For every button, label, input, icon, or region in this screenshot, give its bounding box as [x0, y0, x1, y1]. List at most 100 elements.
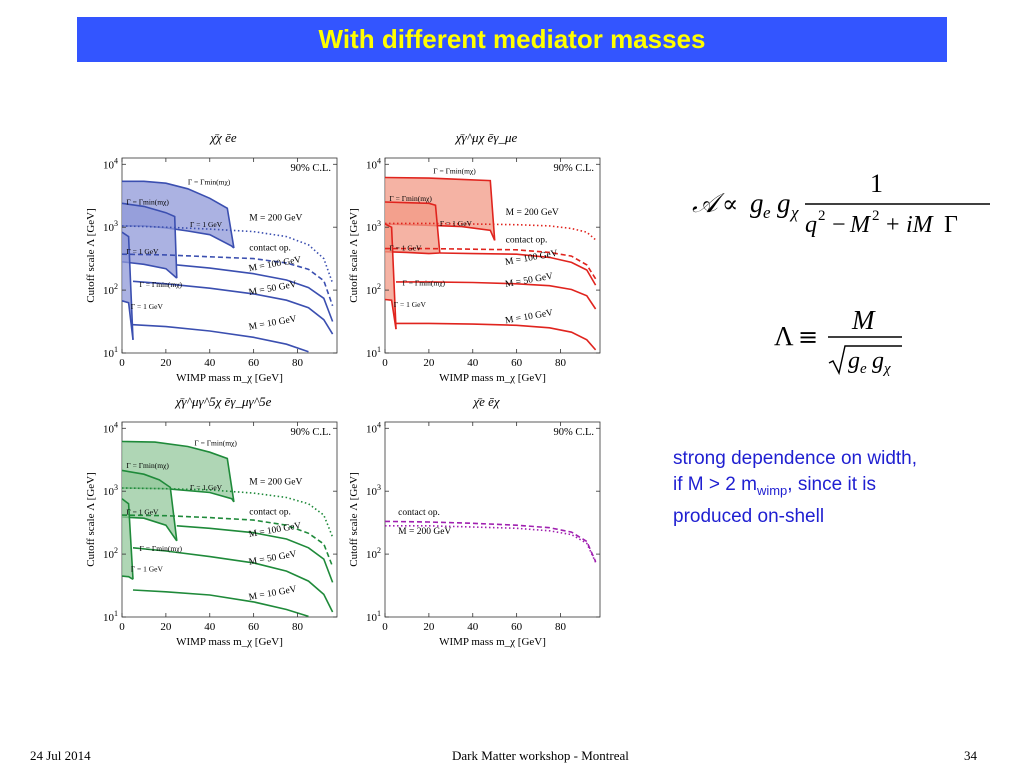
series-line-m-200-gev: [385, 525, 597, 563]
series-line-m-200-gev: [121, 487, 334, 538]
chart-svg: χ̄e ēχ 0 20 40 60 80 101 102 103 104 WIMP mass m_χ…: [348, 394, 601, 648]
x-tick-label: 80: [292, 621, 304, 633]
annotation-label: Γ = 1 GeV: [126, 247, 159, 256]
y-tick-exponent: 2: [377, 282, 381, 291]
y-axis-label: Cutoff scale Λ [GeV]: [85, 472, 97, 567]
series-line-contact-op-: [121, 253, 334, 307]
chart-svg: χ̄γ^μχ ēγ_μe 0 20 40 60 80 101 102 103 104 WIMP ma…: [348, 130, 601, 384]
annotation-label: Γ = 1 GeV: [440, 219, 473, 228]
cl-label: 90% C.L.: [553, 427, 594, 438]
svg-text:g: g: [777, 188, 791, 218]
svg-text:∝: ∝: [722, 190, 738, 218]
chart-axial-vector-operator: χ̄γ^μγ^5χ ēγ_μγ^5e 0 20 40 60 80 101 102 103 104 W…: [82, 390, 344, 655]
band-upper-edge: [121, 498, 134, 580]
x-tick-label: 80: [292, 357, 304, 369]
annotation-label: contact op.: [506, 235, 548, 245]
x-tick-label: 60: [248, 621, 260, 633]
x-tick-label: 0: [382, 357, 388, 369]
x-tick-label: 80: [555, 357, 567, 369]
annotation-label: contact op.: [249, 507, 291, 517]
series-line-m-50-gev: [396, 281, 597, 310]
width-band: [385, 224, 396, 330]
series-line-contact-op-: [121, 514, 334, 567]
x-tick-label: 20: [423, 621, 435, 633]
annotation-label: contact op.: [249, 243, 291, 253]
chart-title: χ̄χ ēe: [208, 130, 236, 145]
annotation-label: Γ = 1 GeV: [394, 300, 427, 309]
width-band: [122, 203, 177, 279]
y-tick-label: 103: [103, 219, 118, 234]
chart-svg: χ̄χ ēe 0 20 40 60 80 101 102 103 104 WIMP mass m_χ…: [85, 130, 338, 384]
chart-title: χ̄γ^μχ ēγ_μe: [454, 130, 518, 145]
x-tick-label: 80: [555, 621, 567, 633]
svg-text:−: −: [832, 212, 846, 238]
band-lower-edge: [121, 575, 134, 580]
band-upper-edge: [121, 469, 178, 541]
x-tick-label: 60: [248, 357, 260, 369]
y-tick-exponent: 2: [377, 546, 381, 555]
note-line-2-sub: wimp: [756, 482, 788, 498]
annotation-label: Γ = 1 GeV: [190, 483, 223, 492]
x-tick-label: 0: [382, 621, 388, 633]
band-upper-edge: [384, 223, 397, 330]
note-line-2-post: , since it is: [787, 474, 876, 495]
annotation-label: Γ = 1 GeV: [389, 243, 422, 252]
annotation-label: Γ = 1 GeV: [126, 507, 159, 516]
y-tick-label: 102: [103, 282, 118, 297]
series-line-m-50-gev: [132, 280, 334, 335]
x-tick-label: 0: [119, 357, 125, 369]
svg-text:2: 2: [818, 208, 826, 224]
note-line-2-pre: if M > 2 m: [673, 474, 757, 495]
y-tick-exponent: 2: [114, 546, 118, 555]
svg-text:e: e: [860, 361, 867, 377]
series-line-m-100-gev: [176, 525, 334, 583]
band-upper-edge: [122, 180, 235, 249]
x-tick-label: 40: [467, 357, 479, 369]
svg-text:q: q: [805, 212, 817, 238]
annotation-label: Γ = 1 GeV: [131, 565, 164, 574]
y-tick-label: 104: [103, 420, 118, 435]
svg-text:iM: iM: [906, 212, 935, 238]
y-tick-exponent: 4: [114, 156, 118, 165]
y-tick-label: 102: [366, 546, 381, 561]
band-lower-edge: [384, 298, 397, 330]
band-lower-edge: [121, 516, 178, 542]
annotation-label: M = 200 GeV: [249, 213, 302, 223]
series-line-contact-op-: [384, 520, 597, 562]
svg-text:g: g: [750, 188, 764, 218]
y-tick-label: 101: [103, 345, 118, 360]
annotation-label: M = 200 GeV: [506, 208, 559, 218]
y-tick-label: 103: [103, 483, 118, 498]
annotation-label: M = 200 GeV: [249, 477, 302, 487]
cl-label: 90% C.L.: [553, 163, 594, 174]
note-line-2: if M > 2 mwimp, since it is: [673, 472, 993, 504]
band-upper-edge: [121, 440, 235, 503]
svg-text:M: M: [851, 305, 876, 335]
y-tick-label: 103: [366, 219, 381, 234]
x-axis-label: WIMP mass m_χ [GeV]: [176, 372, 283, 384]
y-axis-label: Cutoff scale Λ [GeV]: [85, 208, 97, 303]
x-tick-label: 20: [423, 357, 435, 369]
band-lower-edge: [121, 261, 178, 279]
chart-scalar-operator: χ̄χ ēe 0 20 40 60 80 101 102 103 104 WIMP mass m_χ…: [82, 126, 344, 391]
svg-text:≡: ≡: [798, 323, 818, 351]
annotation-label: M = 200 GeV: [398, 527, 451, 537]
chart-title: χ̄γ^μγ^5χ ēγ_μγ^5e: [174, 394, 272, 409]
y-tick-exponent: 3: [114, 219, 118, 228]
series-line-m-10-gev: [396, 322, 597, 351]
svg-text:χ: χ: [789, 203, 799, 222]
y-tick-label: 104: [103, 156, 118, 171]
x-axis-label: WIMP mass m_χ [GeV]: [439, 372, 546, 384]
y-tick-exponent: 1: [114, 609, 118, 618]
y-tick-exponent: 1: [114, 345, 118, 354]
series-line-m-100-gev: [176, 264, 334, 322]
series-line-m-10-gev: [132, 323, 309, 353]
x-axis-label: WIMP mass m_χ [GeV]: [439, 636, 546, 648]
series-line-m-100-gev: [439, 252, 597, 286]
chart-title: χ̄e ēχ: [471, 394, 500, 409]
svg-text:Γ: Γ: [944, 212, 958, 238]
width-band: [122, 498, 133, 580]
svg-text:1: 1: [870, 169, 883, 198]
y-tick-exponent: 3: [377, 483, 381, 492]
y-tick-label: 104: [366, 156, 381, 171]
